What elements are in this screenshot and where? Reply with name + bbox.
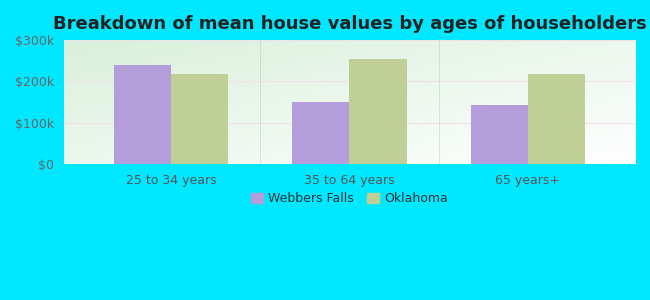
Bar xyxy=(471,105,528,164)
Bar xyxy=(350,59,406,164)
Bar xyxy=(292,102,350,164)
Bar xyxy=(114,65,171,164)
Bar xyxy=(528,74,585,164)
Bar xyxy=(171,74,228,164)
Title: Breakdown of mean house values by ages of householders: Breakdown of mean house values by ages o… xyxy=(53,15,646,33)
Legend: Webbers Falls, Oklahoma: Webbers Falls, Oklahoma xyxy=(246,187,453,210)
